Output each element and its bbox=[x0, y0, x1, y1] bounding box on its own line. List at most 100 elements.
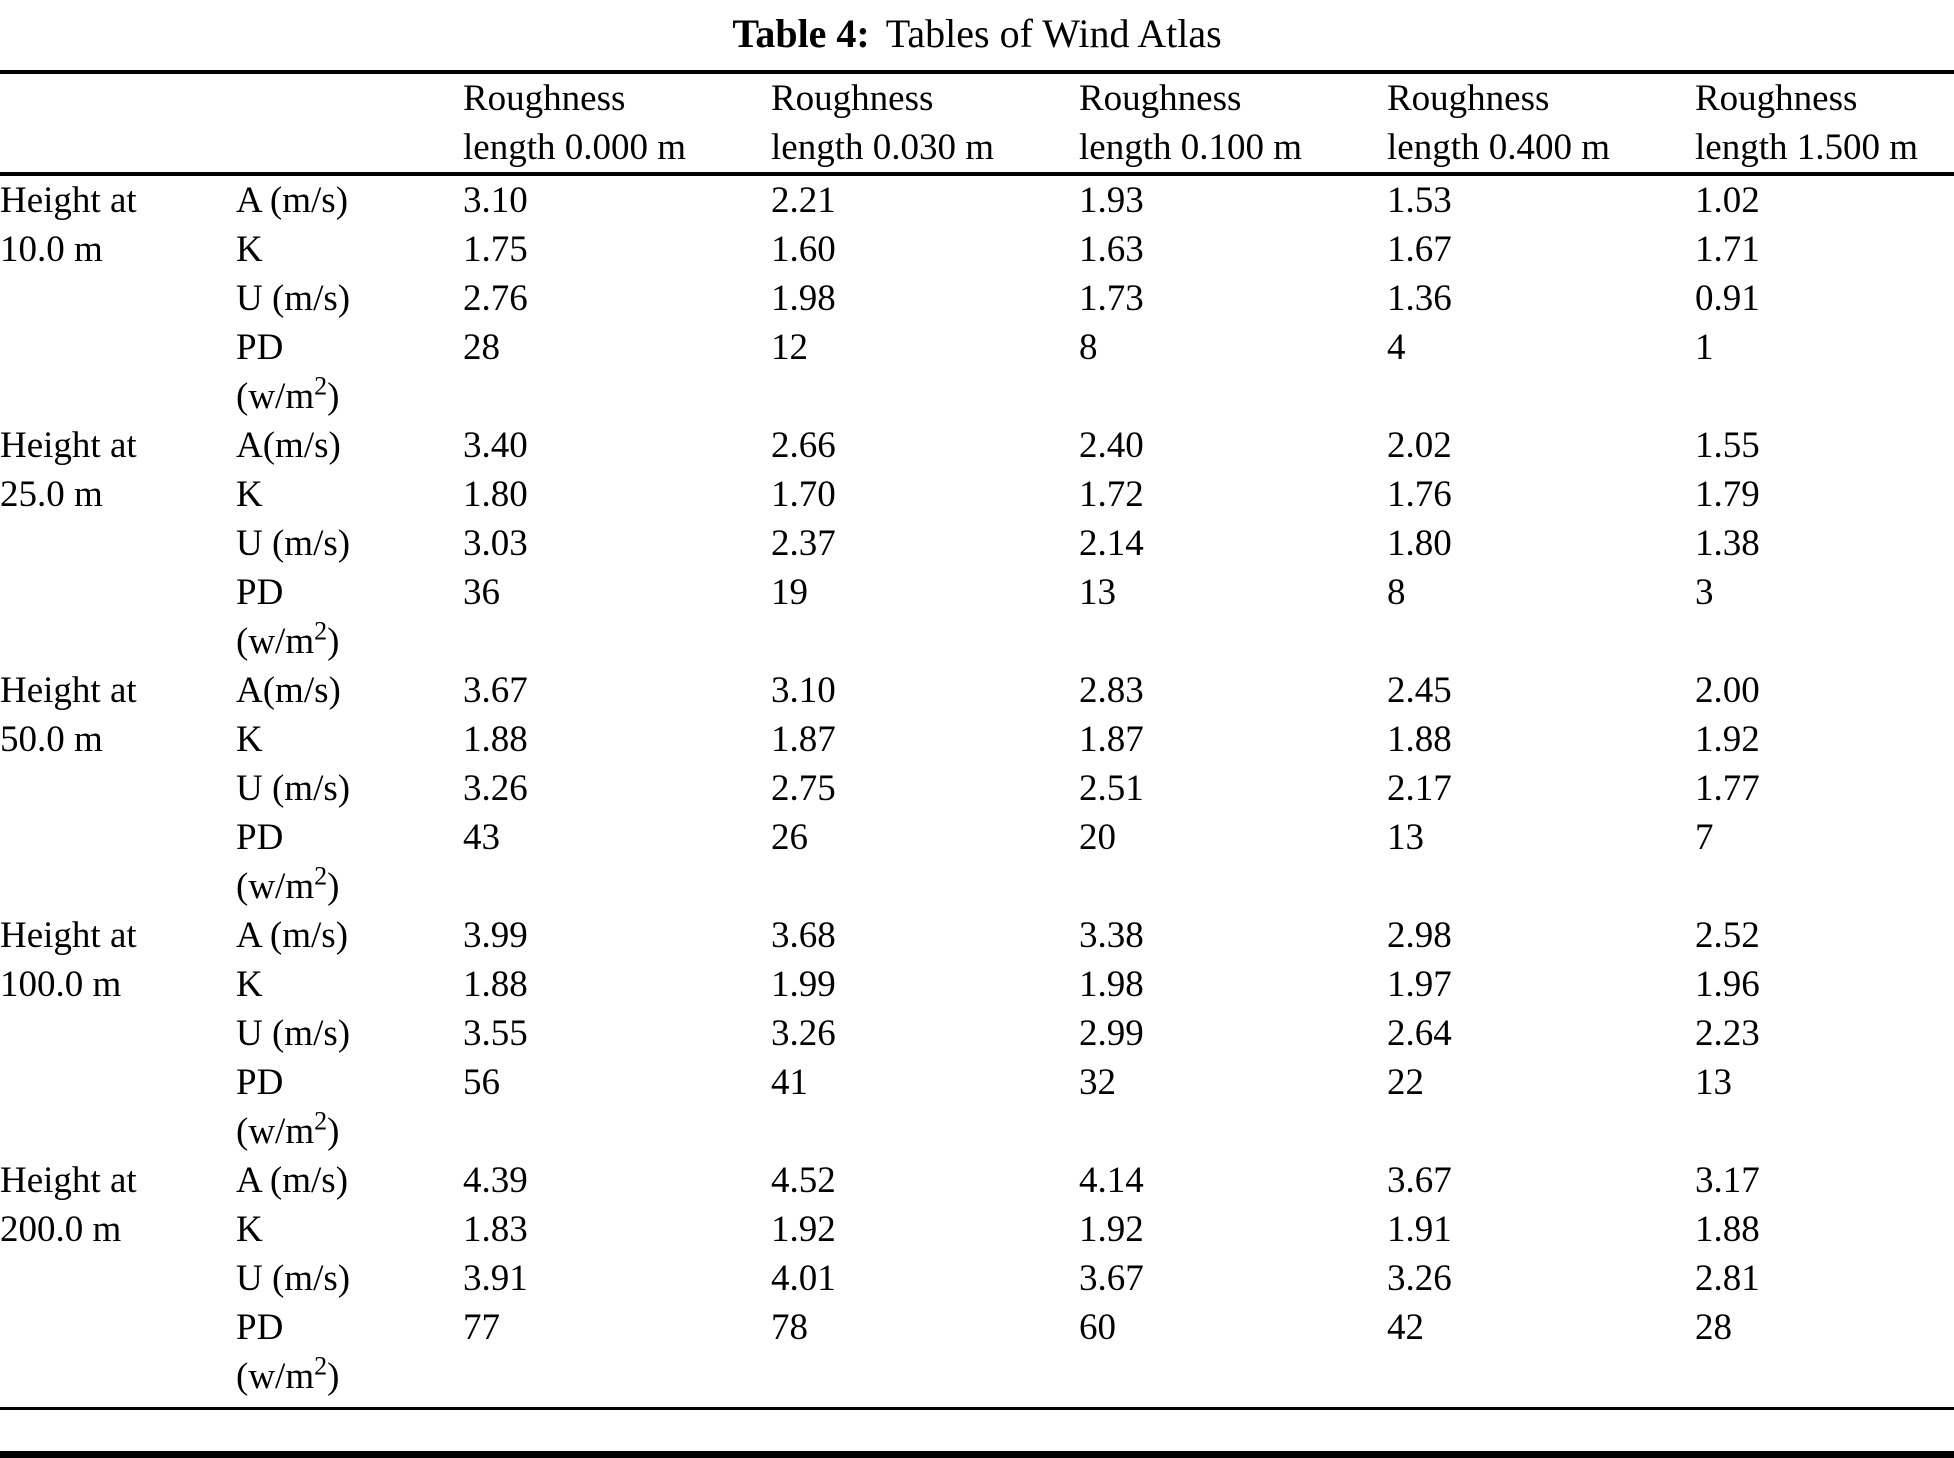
row-label-a: A (m/s) bbox=[236, 1160, 349, 1201]
table-cell: 3.10 bbox=[463, 180, 528, 221]
table-row: U (m/s) 3.03 2.37 2.14 1.80 1.38 bbox=[0, 519, 1954, 568]
header-line: length 1.500 m bbox=[1695, 127, 1919, 168]
height-label: 100.0 m bbox=[0, 964, 122, 1005]
pd-unit: (w/m2) bbox=[236, 1106, 340, 1152]
header-row: Roughness length 0.000 m Roughness length … bbox=[0, 74, 1954, 176]
table-cell: 3.91 bbox=[463, 1258, 528, 1299]
header-line: Roughness bbox=[1387, 78, 1550, 119]
table-cell: 2.21 bbox=[771, 180, 836, 221]
table-cell: 1.91 bbox=[1387, 1209, 1452, 1250]
column-header-roughness-0100: Roughness length 0.100 m bbox=[1079, 74, 1387, 176]
table-cell: 4.52 bbox=[771, 1160, 836, 1201]
row-label-a: A (m/s) bbox=[236, 915, 349, 956]
table-cell: 28 bbox=[1695, 1307, 1732, 1348]
table-cell: 3.67 bbox=[1079, 1258, 1144, 1299]
table-row: U (m/s) 2.76 1.98 1.73 1.36 0.91 bbox=[0, 274, 1954, 323]
table-row: K 1.75 1.60 1.63 1.67 1.71 bbox=[0, 225, 1954, 274]
pd-unit: (w/m2) bbox=[236, 861, 340, 907]
table-row: PD (w/m2) 77 78 60 42 28 bbox=[0, 1303, 1954, 1401]
table-cell: 1.80 bbox=[1387, 523, 1452, 564]
header-line: Roughness bbox=[1695, 78, 1858, 119]
top-rule bbox=[0, 70, 1954, 74]
row-label-k: K bbox=[236, 1209, 263, 1250]
table-cell: 2.75 bbox=[771, 768, 836, 809]
table-row: U (m/s) 3.55 3.26 2.99 2.64 2.23 bbox=[0, 1009, 1954, 1058]
column-header-roughness-0000: Roughness length 0.000 m bbox=[463, 74, 771, 176]
table-cell: 22 bbox=[1387, 1062, 1424, 1103]
row-label-u: U (m/s) bbox=[236, 768, 351, 809]
table-cell: 77 bbox=[463, 1307, 500, 1348]
table-cell: 1.38 bbox=[1695, 523, 1760, 564]
pd-label: PD bbox=[236, 1307, 284, 1348]
table-cell: 3.67 bbox=[1387, 1160, 1452, 1201]
table-cell: 2.99 bbox=[1079, 1013, 1144, 1054]
pd-unit: (w/m2) bbox=[236, 616, 340, 662]
table-cell: 2.37 bbox=[771, 523, 836, 564]
table-cell: 1.63 bbox=[1079, 229, 1144, 270]
table-cell: 1.97 bbox=[1387, 964, 1452, 1005]
table-row: PD (w/m2) 36 19 13 8 3 bbox=[0, 568, 1954, 666]
height-label: Height at bbox=[0, 915, 137, 956]
wind-atlas-table: Roughness length 0.000 m Roughness length … bbox=[0, 74, 1954, 1401]
table-row: Height at 200.0 m A (m/s) 4.39 4.52 4.14 … bbox=[0, 1156, 1954, 1250]
pd-label: PD bbox=[236, 1062, 284, 1103]
height-label: 10.0 m bbox=[0, 229, 103, 270]
table-cell: 1.77 bbox=[1695, 768, 1760, 809]
caption-text: Tables of Wind Atlas bbox=[885, 11, 1222, 56]
table-cell: 3.10 bbox=[771, 670, 836, 711]
table-cell: 1.96 bbox=[1695, 964, 1760, 1005]
table-cell: 26 bbox=[771, 817, 808, 858]
table-row: PD (w/m2) 28 12 8 4 1 bbox=[0, 323, 1954, 421]
row-label-a: A(m/s) bbox=[236, 670, 341, 711]
height-label: Height at bbox=[0, 425, 137, 466]
height-group-25m: Height at 25.0 m bbox=[0, 421, 236, 666]
table-cell: 1.93 bbox=[1079, 180, 1144, 221]
table-cell: 1.88 bbox=[463, 719, 528, 760]
table-row: K 1.83 1.92 1.92 1.91 1.88 bbox=[0, 1205, 1954, 1254]
pd-label: PD bbox=[236, 327, 284, 368]
table-cell: 7 bbox=[1695, 817, 1714, 858]
column-header-roughness-1500: Roughness length 1.500 m bbox=[1695, 74, 1954, 176]
row-label-u: U (m/s) bbox=[236, 523, 351, 564]
pd-unit: (w/m2) bbox=[236, 371, 340, 417]
table-cell: 1.92 bbox=[1695, 719, 1760, 760]
table-caption: Table 4: Tables of Wind Atlas bbox=[0, 0, 1954, 60]
column-header-roughness-0400: Roughness length 0.400 m bbox=[1387, 74, 1695, 176]
table-cell: 1.98 bbox=[771, 278, 836, 319]
table-row: K 1.88 1.99 1.98 1.97 1.96 bbox=[0, 960, 1954, 1009]
header-line: length 0.100 m bbox=[1079, 127, 1303, 168]
table-cell: 2.45 bbox=[1387, 670, 1452, 711]
table-cell: 1.36 bbox=[1387, 278, 1452, 319]
header-line: length 0.030 m bbox=[771, 127, 995, 168]
table-cell: 3.67 bbox=[463, 670, 528, 711]
table-cell: 1.88 bbox=[463, 964, 528, 1005]
table-cell: 60 bbox=[1079, 1307, 1116, 1348]
height-group-200m: Height at 200.0 m bbox=[0, 1156, 236, 1401]
height-label: Height at bbox=[0, 180, 137, 221]
table-cell: 1.71 bbox=[1695, 229, 1760, 270]
table-cell: 4.14 bbox=[1079, 1160, 1144, 1201]
pd-label: PD bbox=[236, 817, 284, 858]
row-label-u: U (m/s) bbox=[236, 1013, 351, 1054]
table-cell: 2.17 bbox=[1387, 768, 1452, 809]
pd-label: PD bbox=[236, 572, 284, 613]
height-group-10m: Height at 10.0 m bbox=[0, 174, 236, 421]
table-row: Height at 10.0 m A (m/s) 3.10 2.21 1.93 1… bbox=[0, 174, 1954, 270]
height-group-50m: Height at 50.0 m bbox=[0, 666, 236, 911]
table-cell: 1.83 bbox=[463, 1209, 528, 1250]
caption-label: Table 4: bbox=[732, 11, 870, 56]
table-cell: 41 bbox=[771, 1062, 808, 1103]
row-label-pd: PD (w/m2) bbox=[236, 1303, 463, 1401]
table-cell: 4.39 bbox=[463, 1160, 528, 1201]
table-cell: 3 bbox=[1695, 572, 1714, 613]
table-row: Height at 50.0 m A(m/s) 3.67 3.10 2.83 2.… bbox=[0, 666, 1954, 760]
table-row: Height at 100.0 m A (m/s) 3.99 3.68 3.38 … bbox=[0, 911, 1954, 1005]
row-label-k: K bbox=[236, 474, 263, 515]
table-cell: 3.68 bbox=[771, 915, 836, 956]
table-cell: 13 bbox=[1387, 817, 1424, 858]
table-cell: 1.53 bbox=[1387, 180, 1452, 221]
height-label: Height at bbox=[0, 670, 137, 711]
table-cell: 13 bbox=[1079, 572, 1116, 613]
row-label-u: U (m/s) bbox=[236, 278, 351, 319]
